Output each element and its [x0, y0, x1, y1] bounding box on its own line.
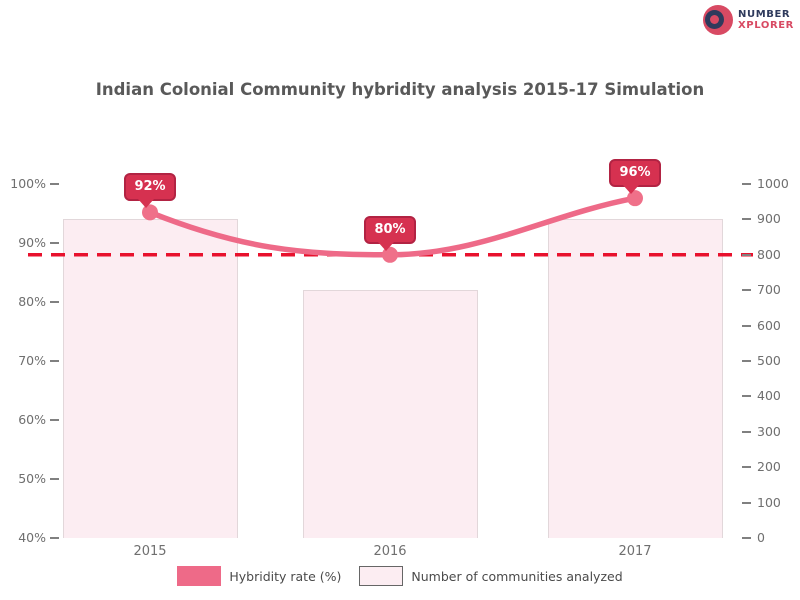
legend-item-bar: Number of communities analyzed	[359, 566, 623, 586]
right-tick-mark	[742, 430, 751, 433]
left-tick-label: 100%	[10, 176, 46, 191]
right-tick-label: 900	[757, 211, 781, 227]
point-label-2016: 80%	[364, 215, 416, 251]
left-tick-mark	[50, 419, 59, 421]
x-label-2015: 2015	[133, 544, 167, 559]
bar-2015	[62, 219, 238, 538]
line-marker-2015	[142, 204, 158, 221]
point-label-2015: 92%	[124, 173, 176, 209]
right-tick-mark	[742, 218, 751, 221]
point-label-tail	[138, 199, 154, 209]
right-tick-label: 200	[757, 459, 781, 475]
legend: Hybridity rate (%) Number of communities …	[0, 566, 800, 586]
right-tick-mark	[742, 537, 751, 539]
right-tick-label: 1000	[757, 176, 789, 191]
right-tick-label: 0	[757, 530, 765, 545]
left-tick-label: 40%	[18, 530, 46, 545]
left-tick-label: 50%	[18, 471, 46, 486]
right-tick-mark	[742, 360, 751, 362]
logo-line1: NUMBER	[738, 8, 791, 20]
right-tick-mark	[742, 501, 751, 504]
left-tick-label: 70%	[18, 353, 46, 368]
right-tick-mark	[742, 253, 751, 256]
point-label-tail	[378, 241, 394, 251]
legend-swatch-line	[177, 566, 222, 586]
left-tick-mark	[50, 478, 59, 480]
left-tick-mark	[50, 183, 59, 185]
right-tick-label: 600	[757, 317, 781, 333]
logo-circle-core	[710, 15, 719, 24]
left-tick-label: 90%	[18, 235, 46, 250]
logo-line2: XPLORER	[738, 20, 794, 31]
x-label-2017: 2017	[618, 544, 652, 559]
left-tick-mark	[50, 301, 59, 303]
line-marker-2017	[627, 190, 643, 207]
legend-label-bar: Number of communities analyzed	[411, 568, 623, 584]
logo-text: NUMBER XPLORER	[738, 9, 794, 32]
legend-swatch-bar	[359, 566, 404, 586]
left-tick-mark	[50, 537, 59, 539]
right-tick-label: 500	[757, 353, 781, 368]
bar-2017	[547, 219, 723, 538]
point-label-tail	[623, 185, 639, 195]
left-tick-label: 80%	[18, 294, 46, 309]
legend-item-line: Hybridity rate (%)	[177, 566, 341, 586]
right-tick-mark	[742, 395, 751, 398]
right-tick-label: 100	[757, 494, 781, 510]
legend-label-line: Hybridity rate (%)	[229, 568, 342, 584]
right-tick-mark	[742, 183, 751, 185]
line-marker-2016	[382, 246, 398, 263]
left-tick-label: 60%	[18, 412, 46, 427]
right-tick-label: 700	[757, 282, 781, 298]
point-label-2017: 96%	[609, 159, 661, 195]
right-tick-label: 800	[757, 246, 781, 262]
bar-2016	[302, 290, 478, 538]
right-tick-mark	[742, 289, 751, 292]
left-tick-mark	[50, 360, 59, 362]
right-tick-label: 300	[757, 423, 781, 439]
x-label-2016: 2016	[373, 544, 407, 559]
right-tick-mark	[742, 466, 751, 469]
left-tick-mark	[50, 242, 59, 244]
right-tick-mark	[742, 324, 751, 327]
logo-icon	[703, 5, 733, 35]
chart-title: Indian Colonial Community hybridity anal…	[95, 80, 705, 99]
right-tick-label: 400	[757, 388, 781, 404]
logo: NUMBER XPLORER	[703, 5, 794, 35]
